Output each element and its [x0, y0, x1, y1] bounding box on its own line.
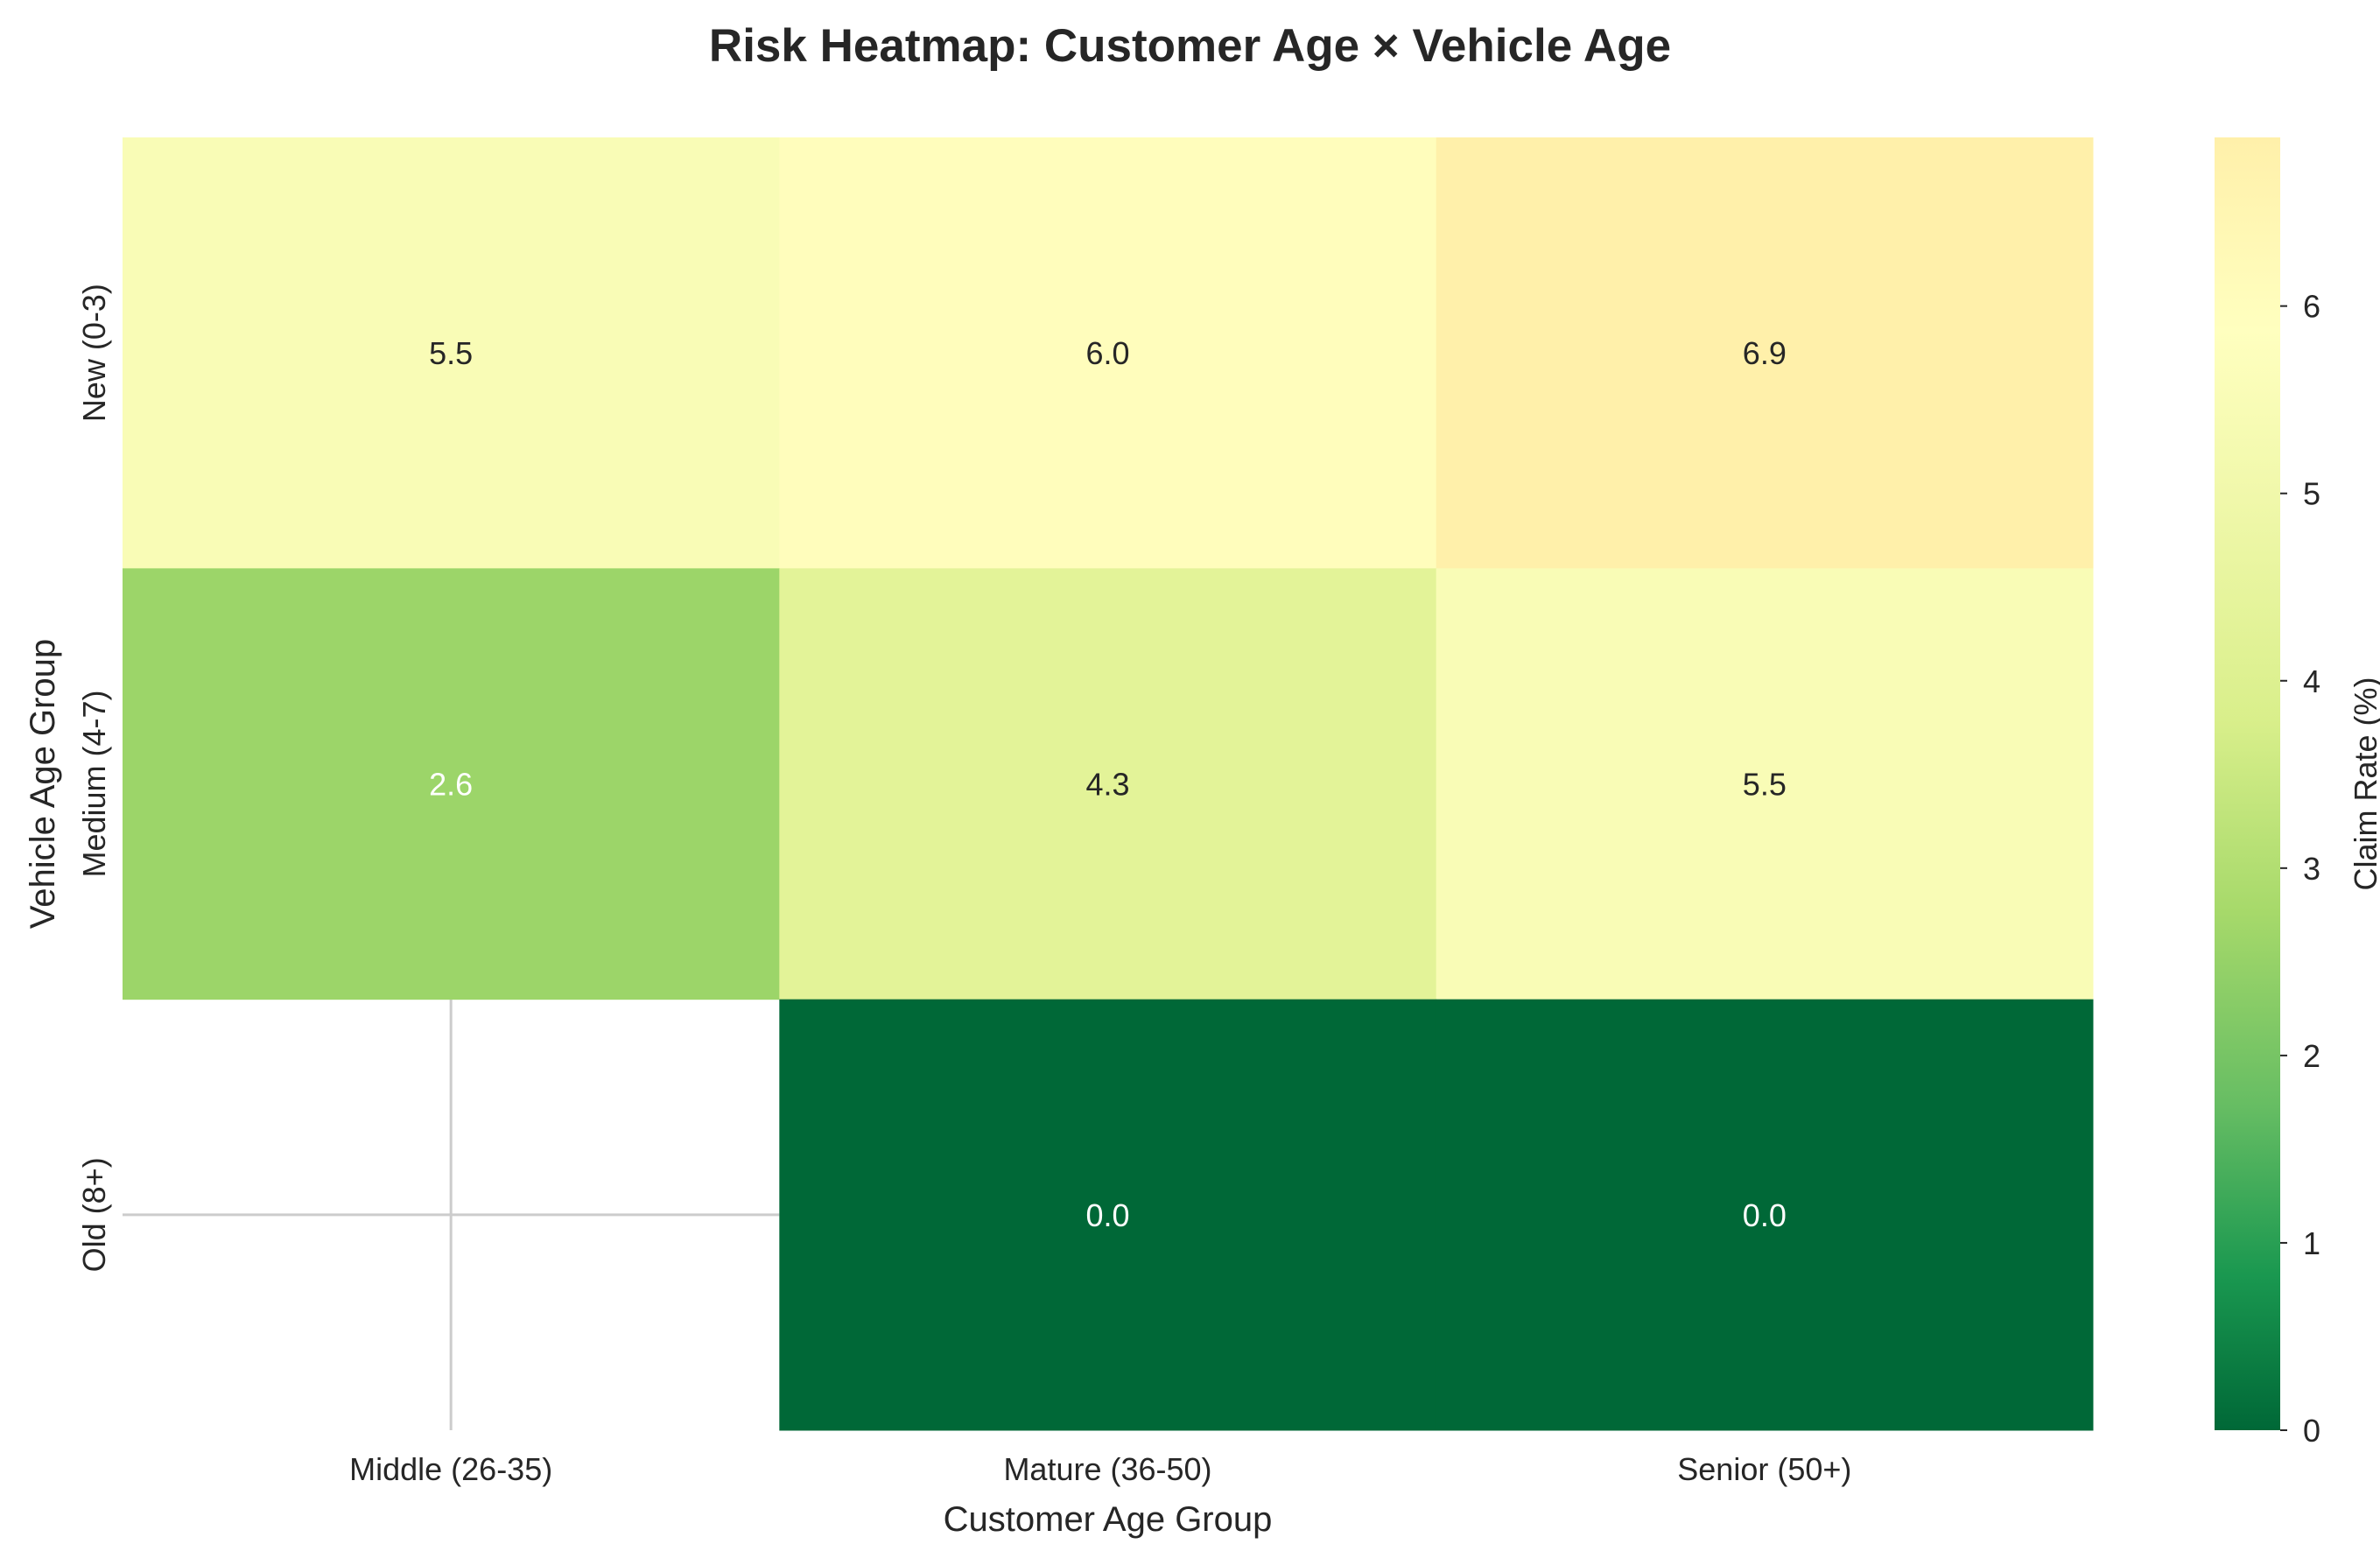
y-tick-label: Medium (4-7)	[76, 690, 112, 877]
x-tick-label: Middle (26-35)	[349, 1451, 552, 1487]
heatmap-cell	[1436, 999, 2094, 1431]
cell-annotation: 6.9	[1743, 335, 1787, 371]
heatmap-cell	[779, 568, 1437, 1000]
cell-annotation: 5.5	[1743, 767, 1787, 803]
cell-annotation: 5.5	[429, 335, 473, 371]
colorbar-tick-label: 5	[2303, 476, 2320, 512]
cell-annotation: 0.0	[1085, 1197, 1129, 1233]
x-tick-label: Senior (50+)	[1677, 1451, 1851, 1487]
colorbar	[2215, 137, 2280, 1430]
heatmap-cell	[123, 137, 780, 569]
colorbar-tick-label: 4	[2303, 663, 2320, 699]
colorbar-tick-label: 6	[2303, 289, 2320, 325]
y-tick-label: New (0-3)	[76, 284, 112, 422]
heatmap-cell	[1436, 137, 2094, 569]
cell-annotation: 6.0	[1085, 335, 1129, 371]
colorbar-tick-label: 3	[2303, 851, 2320, 887]
heatmap-cell	[1436, 568, 2094, 1000]
chart-title: Risk Heatmap: Customer Age × Vehicle Age	[708, 20, 1672, 72]
cell-annotation: 4.3	[1085, 767, 1129, 803]
cell-annotation: 0.0	[1743, 1197, 1787, 1233]
x-tick-label: Mature (36-50)	[1003, 1451, 1211, 1487]
colorbar-tick-label: 2	[2303, 1038, 2320, 1074]
colorbar-label: Claim Rate (%)	[2348, 677, 2380, 890]
heatmap-cell	[123, 568, 780, 1000]
colorbar-tick-label: 0	[2303, 1413, 2320, 1449]
heatmap-cell	[779, 137, 1437, 569]
colorbar-tick-label: 1	[2303, 1225, 2320, 1261]
x-axis-label: Customer Age Group	[944, 1500, 1273, 1539]
y-axis-label: Vehicle Age Group	[24, 639, 62, 929]
y-tick-label: Old (8+)	[76, 1157, 112, 1272]
heatmap-cell	[779, 999, 1437, 1431]
cell-annotation: 2.6	[429, 767, 473, 803]
